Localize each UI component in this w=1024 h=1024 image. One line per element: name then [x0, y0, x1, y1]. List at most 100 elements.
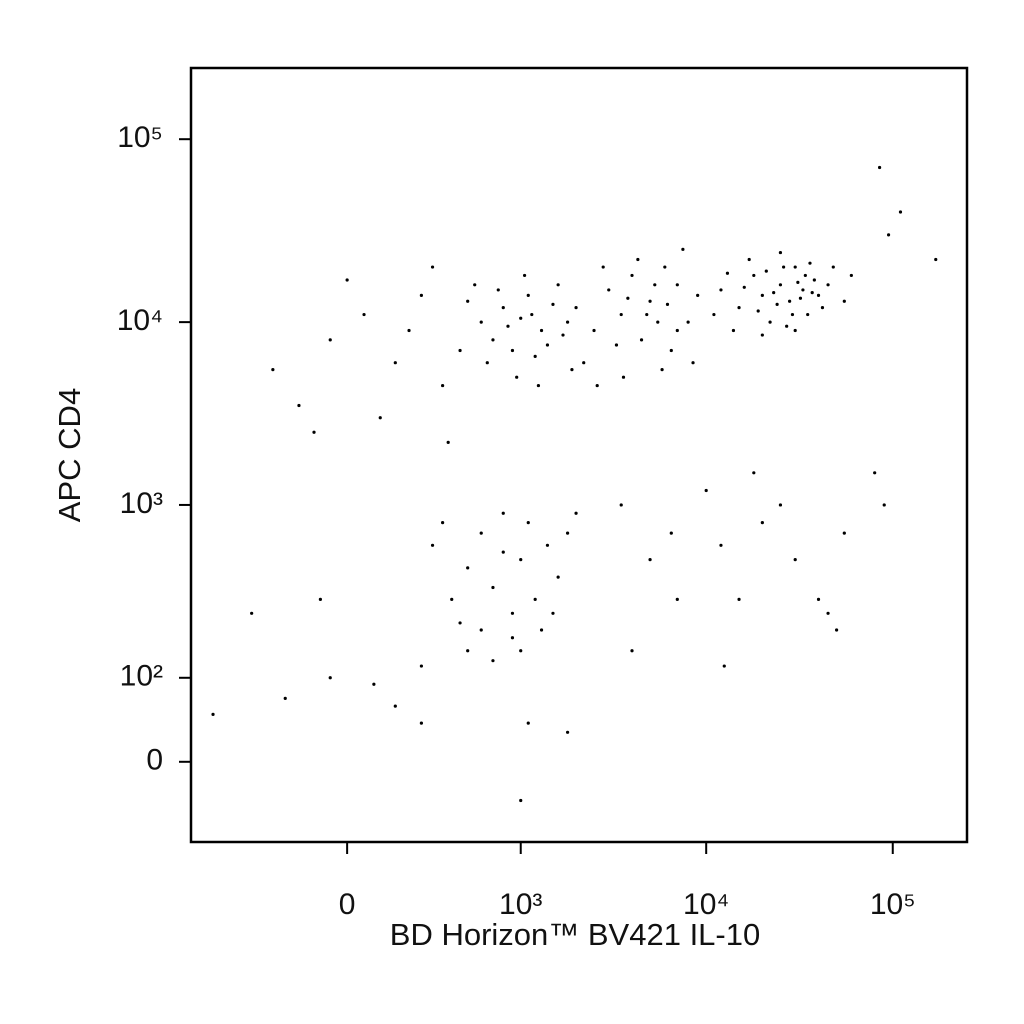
point	[491, 585, 495, 590]
point	[756, 309, 760, 313]
point	[574, 511, 578, 515]
point	[545, 543, 550, 547]
point	[211, 712, 215, 716]
point	[793, 328, 797, 333]
point	[362, 312, 366, 317]
point	[656, 320, 660, 324]
point	[565, 320, 570, 324]
point	[530, 312, 534, 317]
x-tick-label: 10³	[499, 888, 542, 921]
point	[473, 283, 477, 287]
point	[816, 293, 821, 297]
point	[675, 283, 679, 287]
point	[372, 682, 376, 686]
point	[626, 296, 630, 300]
point	[648, 299, 652, 303]
point	[619, 312, 623, 317]
point	[790, 312, 795, 317]
point	[798, 296, 803, 300]
point	[458, 348, 462, 353]
point	[271, 368, 275, 372]
point	[691, 361, 695, 365]
point	[551, 302, 555, 306]
point	[778, 283, 783, 287]
point	[479, 320, 483, 324]
point	[539, 328, 544, 333]
point	[519, 798, 523, 803]
point	[793, 265, 797, 269]
point	[877, 165, 882, 170]
y-tick-label: 10³	[120, 487, 163, 520]
point	[663, 265, 667, 269]
point	[496, 288, 500, 292]
point	[533, 354, 537, 358]
point	[826, 611, 830, 615]
point	[283, 696, 287, 700]
point	[536, 383, 541, 388]
point	[510, 348, 515, 353]
point	[318, 597, 322, 601]
y-axis-title: APC CD4	[52, 388, 87, 522]
y-tick-label: 10²	[120, 660, 163, 693]
point	[533, 597, 537, 601]
point	[842, 531, 846, 535]
point	[793, 558, 797, 562]
point	[686, 320, 690, 324]
point	[834, 628, 839, 632]
point	[669, 531, 673, 535]
point	[803, 273, 807, 278]
point	[675, 328, 679, 333]
point	[648, 558, 652, 562]
point	[772, 291, 776, 295]
point	[639, 338, 644, 342]
point	[466, 649, 470, 653]
y-tick-label: 0	[146, 744, 163, 777]
point	[696, 293, 700, 297]
point	[565, 531, 570, 535]
point	[660, 368, 664, 372]
point	[491, 659, 495, 663]
point	[812, 278, 816, 282]
point	[510, 611, 515, 615]
point	[601, 265, 605, 269]
point	[630, 649, 634, 653]
point	[393, 361, 397, 365]
point	[806, 312, 810, 317]
point	[519, 316, 523, 320]
point	[760, 521, 764, 525]
point	[297, 403, 301, 408]
point	[515, 375, 519, 379]
point	[826, 283, 830, 287]
x-tick-label: 10⁵	[870, 888, 916, 921]
point	[768, 320, 772, 324]
point	[539, 628, 544, 632]
point	[419, 664, 424, 668]
point	[810, 291, 814, 295]
point	[614, 343, 619, 347]
point	[747, 257, 751, 262]
point	[801, 288, 805, 292]
point	[665, 302, 670, 306]
point	[419, 293, 424, 297]
point	[816, 597, 821, 601]
point	[785, 324, 789, 328]
point	[570, 368, 574, 372]
point	[458, 621, 462, 625]
point	[607, 288, 611, 292]
point	[886, 233, 891, 237]
point	[737, 306, 741, 310]
point	[704, 488, 708, 493]
point	[788, 299, 792, 303]
point	[737, 597, 741, 601]
point	[760, 333, 764, 337]
point	[645, 312, 649, 317]
point	[522, 273, 527, 278]
point	[441, 383, 445, 388]
point	[328, 676, 332, 680]
point	[934, 257, 938, 262]
point	[669, 348, 673, 353]
point	[556, 575, 560, 579]
point	[820, 306, 825, 310]
point	[582, 361, 586, 365]
point	[479, 628, 483, 632]
